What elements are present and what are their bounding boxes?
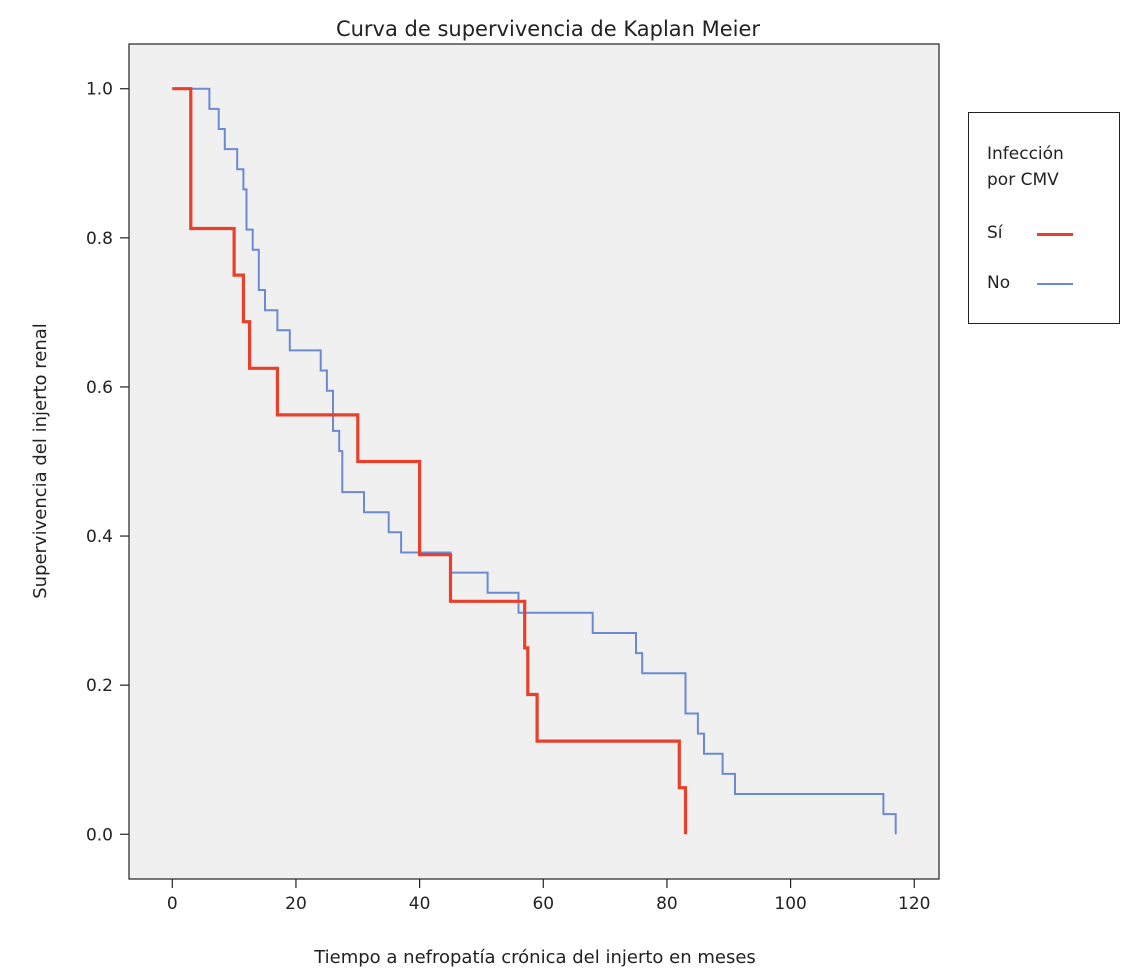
legend-label-no: No	[987, 273, 1011, 293]
x-tick-label: 40	[409, 894, 431, 914]
legend: Infección por CMV Sí No	[968, 112, 1120, 324]
y-axis-label: Supervivencia del injerto renal	[30, 323, 51, 599]
y-tick-label: 0.4	[86, 527, 113, 547]
y-tick-label: 1.0	[86, 80, 113, 100]
legend-swatch-no	[1037, 283, 1073, 285]
legend-swatch-si	[1037, 233, 1073, 236]
series-layer	[172, 87, 897, 835]
x-tick-label: 100	[774, 894, 806, 914]
y-tick-label: 0.2	[86, 676, 113, 696]
x-tick-label: 20	[285, 894, 307, 914]
x-axis-ticks: 0 20 40 60 80 100 120	[167, 879, 930, 914]
series-line-no	[172, 87, 897, 835]
y-tick-label: 0.8	[86, 229, 113, 249]
legend-title: Infección por CMV	[987, 144, 1064, 190]
legend-label-si: Sí	[987, 223, 1003, 243]
y-axis-ticks: 0.0 0.2 0.4 0.6 0.8 1.0	[86, 80, 129, 845]
x-tick-label: 60	[532, 894, 554, 914]
plot-area	[128, 43, 940, 880]
series-line-si	[172, 87, 688, 835]
y-tick-label: 0.0	[86, 825, 113, 845]
x-tick-label: 0	[167, 894, 178, 914]
y-tick-label: 0.6	[86, 378, 113, 398]
x-tick-label: 80	[656, 894, 678, 914]
chart-title: Curva de supervivencia de Kaplan Meier	[336, 17, 760, 41]
x-tick-label: 120	[898, 894, 930, 914]
x-axis-label: Tiempo a nefropatía crónica del injerto …	[313, 947, 756, 968]
